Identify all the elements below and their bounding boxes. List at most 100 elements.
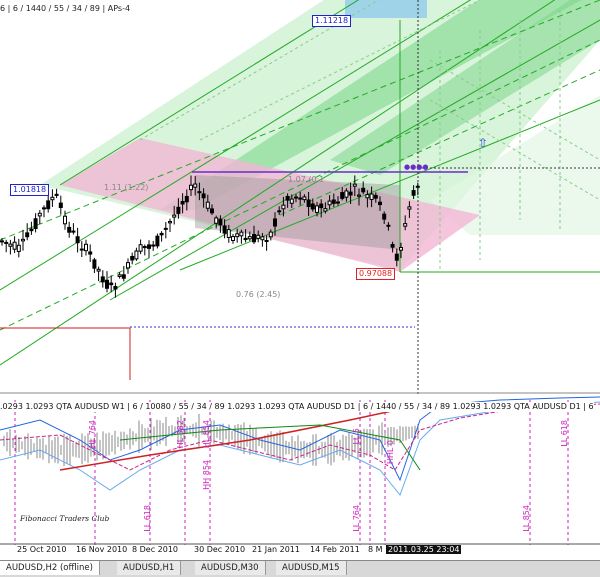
candle-body xyxy=(75,236,80,244)
tab-audusd-h1[interactable]: AUDUSD,H1 xyxy=(117,561,182,575)
candle-body xyxy=(147,244,151,249)
candle-body xyxy=(273,218,277,227)
candle-body xyxy=(159,232,164,236)
candle-body xyxy=(42,207,46,210)
candle-body xyxy=(289,198,294,204)
candle-body xyxy=(84,243,88,252)
fib-label-middle: 1.07 (0.1 xyxy=(288,175,325,184)
candle-body xyxy=(134,250,139,260)
candle-body xyxy=(327,200,332,206)
candle-body xyxy=(268,231,273,238)
fib-target-box xyxy=(345,0,427,18)
candle-body xyxy=(243,237,248,241)
candle-body xyxy=(294,196,298,199)
candle-body xyxy=(189,184,193,191)
indicator-label-2: HL 382 xyxy=(176,420,185,449)
candle-body xyxy=(344,190,349,198)
green-fib-lower xyxy=(430,95,600,235)
candle-body xyxy=(71,230,76,233)
candle-body xyxy=(46,200,51,210)
candle-body xyxy=(352,183,357,187)
candle-body xyxy=(151,244,156,247)
candle-body xyxy=(109,282,114,286)
date-label-1: 25 Oct 2010 xyxy=(17,545,67,554)
fib-label-upper: 1.11 (1.22) xyxy=(104,183,149,192)
up-arrow-icon[interactable]: ⇧ xyxy=(478,136,489,150)
candle-body xyxy=(79,248,84,251)
candle-body xyxy=(361,187,366,193)
candle-body xyxy=(239,231,244,237)
price-chart xyxy=(0,0,600,545)
tab-audusd-h2[interactable]: AUDUSD,H2 (offline) xyxy=(0,561,100,575)
candle-body xyxy=(205,201,210,209)
indicator-label-8: HHL 0 xyxy=(386,440,395,465)
date-label-7: 8 M xyxy=(368,545,383,554)
tab-label: AUDUSD,M15 xyxy=(282,563,340,573)
chart-header: 6 | 6 / 1440 / 55 / 34 / 89 | APs-4 xyxy=(0,4,131,13)
indicator-label-10: LL 618 xyxy=(560,420,569,447)
candle-body xyxy=(92,259,97,269)
candle-body xyxy=(168,221,172,224)
indicator-green-line xyxy=(119,424,421,471)
candle-body xyxy=(226,229,231,238)
indicator-label-6: LL 5 xyxy=(352,428,361,445)
candle-body xyxy=(126,262,130,269)
candle-body xyxy=(373,194,378,199)
crosshair-time-label: 2011.03.25 23:04 xyxy=(386,545,462,554)
candle-body xyxy=(235,233,240,238)
channel-lines xyxy=(0,0,600,366)
date-label-2: 16 Nov 2010 xyxy=(76,545,128,554)
candle-body xyxy=(37,212,42,217)
candle-body xyxy=(411,190,416,196)
candle-body xyxy=(390,244,395,248)
candle-body xyxy=(285,195,290,201)
date-label-5: 21 Jan 2011 xyxy=(252,545,300,554)
candle-body xyxy=(256,234,261,239)
fib-label-lower: 0.76 (2.45) xyxy=(236,290,281,299)
pink-channel xyxy=(60,138,480,272)
indicator-label-7: LL 764 xyxy=(352,505,361,532)
candle-body xyxy=(394,253,399,261)
candle-body xyxy=(357,194,361,197)
candle-body xyxy=(247,236,252,240)
candle-body xyxy=(407,206,412,210)
candle-body xyxy=(142,246,147,249)
indicator-label-5: HH 854 xyxy=(202,460,211,490)
tab-audusd-m15[interactable]: AUDUSD,M15 xyxy=(276,561,347,575)
tab-label: AUDUSD,H1 xyxy=(123,563,175,573)
candle-body xyxy=(58,202,63,208)
candle-body xyxy=(340,192,345,199)
candle-body xyxy=(214,217,219,224)
candle-body xyxy=(163,227,168,230)
price-label-top: 1.11218 xyxy=(312,15,352,27)
candle-body xyxy=(16,244,21,252)
tab-label: AUDUSD,H2 (offline) xyxy=(6,563,93,573)
candle-body xyxy=(331,199,336,204)
date-label-3: 8 Dec 2010 xyxy=(132,545,179,554)
candle-body xyxy=(113,286,118,290)
candle-body xyxy=(306,199,311,208)
candle-body xyxy=(176,206,181,214)
candle-body xyxy=(197,191,202,194)
candle-body xyxy=(4,241,9,244)
candle-body xyxy=(172,214,177,218)
candle-body xyxy=(386,224,391,227)
candle-body xyxy=(399,247,403,251)
candle-body xyxy=(222,225,227,234)
candle-body xyxy=(348,191,353,196)
candle-body xyxy=(8,243,13,247)
candle-body xyxy=(50,196,55,201)
candle-body xyxy=(67,226,72,233)
indicator-header: .0293 1.0293 QTA AUDUSD W1 | 6 / 10080 /… xyxy=(0,402,594,412)
indicator-vertical-lines xyxy=(14,400,569,545)
indicator-red-line xyxy=(59,404,421,471)
candle-body xyxy=(155,235,160,247)
tab-audusd-m30[interactable]: AUDUSD,M30 xyxy=(195,561,266,575)
date-label-6: 14 Feb 2011 xyxy=(310,545,360,554)
candle-body xyxy=(33,218,38,230)
candle-body xyxy=(403,223,408,227)
candle-body xyxy=(210,208,214,214)
indicator-label-3: HL 854 xyxy=(202,420,211,449)
candle-body xyxy=(369,193,374,200)
watermark: Fibonacci Traders Club xyxy=(20,514,110,523)
